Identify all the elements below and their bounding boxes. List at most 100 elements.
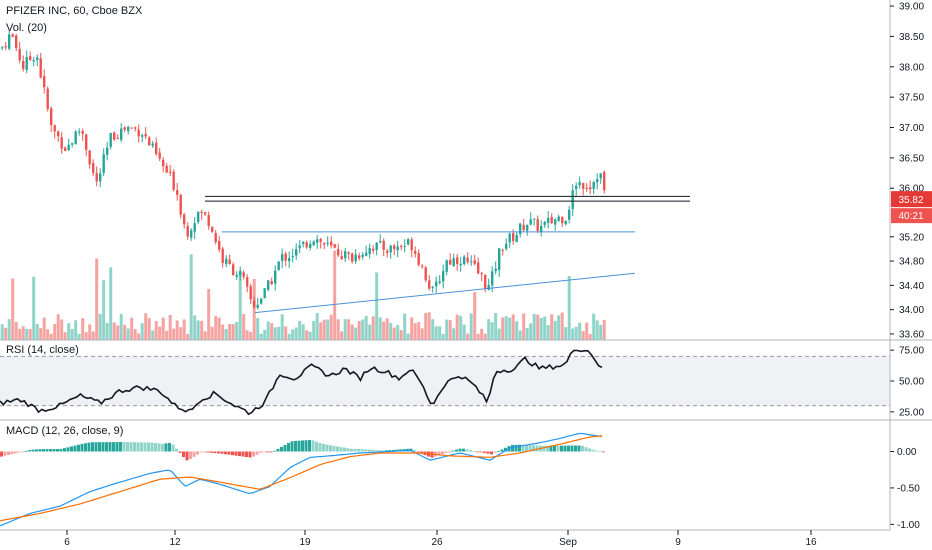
macd-histogram-bar <box>122 442 126 452</box>
macd-histogram-bar <box>168 442 171 452</box>
macd-histogram-bar <box>136 442 140 452</box>
volume-bar <box>28 329 32 340</box>
volume-bar <box>406 333 410 340</box>
volume-bar <box>452 328 456 340</box>
volume-bar <box>602 319 606 340</box>
macd-histogram-bar <box>297 440 301 452</box>
candle-body <box>442 271 445 282</box>
volume-bar <box>256 318 260 340</box>
macd-histogram-bar <box>199 451 203 453</box>
macd-histogram-bar <box>294 441 297 452</box>
volume-bar <box>357 320 361 340</box>
macd-histogram-bar <box>14 451 17 454</box>
candle-body <box>589 187 592 190</box>
volume-bar <box>350 324 354 340</box>
macd-histogram-bar <box>532 445 535 452</box>
macd-histogram-bar <box>542 445 546 452</box>
volume-bar <box>522 313 526 340</box>
candle-body <box>267 280 270 290</box>
volume-bar <box>557 315 561 340</box>
macd-histogram-bar <box>245 451 248 458</box>
volume-bar <box>319 322 323 340</box>
volume-bar <box>277 326 281 340</box>
volume-bar <box>515 321 519 340</box>
volume-bar <box>252 279 256 340</box>
macd-histogram-bar <box>234 451 238 456</box>
time-tick-label: 19 <box>299 537 311 548</box>
rsi-legend[interactable]: RSI (14, close) <box>6 344 79 356</box>
macd-histogram-bar <box>210 451 213 453</box>
volume-legend[interactable]: Vol. (20) <box>6 22 47 34</box>
macd-histogram-bar <box>259 451 262 453</box>
macd-histogram-bar <box>497 451 500 452</box>
candle-body <box>109 133 112 147</box>
macd-histogram-bar <box>101 442 105 452</box>
macd-histogram-bar <box>70 446 73 452</box>
volume-bar <box>91 331 95 340</box>
macd-histogram-bar <box>329 445 332 452</box>
candle-body <box>575 185 578 189</box>
volume-bar <box>326 319 330 340</box>
macd-panel: 0.00 -0.50 -1.00 <box>0 432 920 531</box>
macd-histogram-bar <box>441 451 444 455</box>
volume-bar <box>0 324 4 340</box>
candle-body <box>428 280 431 289</box>
candle-body <box>218 240 221 250</box>
volume-bar <box>417 322 421 340</box>
macd-histogram-bar <box>416 451 420 453</box>
macd-histogram-bar <box>413 450 416 452</box>
volume-bar <box>539 317 543 340</box>
volume-bar <box>312 321 316 340</box>
candle-body <box>284 253 287 261</box>
volume-bar <box>368 324 372 340</box>
macd-histogram-bar <box>595 450 598 452</box>
price-tick-label: 38.00 <box>899 62 924 73</box>
macd-histogram-bar <box>290 441 294 452</box>
candle-body <box>29 56 32 60</box>
candle-body <box>368 247 371 254</box>
volume-bar <box>333 250 337 340</box>
candle-body <box>11 34 14 37</box>
macd-histogram-bar <box>479 451 483 453</box>
candle-body <box>295 249 298 256</box>
candle-body <box>263 288 266 299</box>
volume-bar <box>25 328 29 340</box>
volume-bar <box>410 317 414 340</box>
candle-body <box>123 127 126 130</box>
volume-bar <box>196 320 200 340</box>
candle-body <box>386 250 389 253</box>
candle-body <box>365 252 368 256</box>
volume-bar <box>578 322 582 340</box>
macd-histogram-bar <box>269 451 273 453</box>
candle-body <box>246 277 249 287</box>
volume-bar <box>364 315 368 340</box>
volume-bar <box>116 325 120 340</box>
candle-body <box>36 57 39 61</box>
candle-body <box>554 219 557 225</box>
volume-bar <box>140 323 144 340</box>
volume-bar <box>102 280 106 340</box>
volume-bar <box>158 326 162 340</box>
symbol-legend[interactable]: PFIZER INC, 60, Cboe BZX <box>6 5 143 17</box>
macd-histogram-bar <box>164 443 168 452</box>
macd-histogram-bar <box>465 449 469 452</box>
macd-histogram-bar <box>504 447 507 452</box>
candle-body <box>130 127 133 129</box>
volume-bar <box>84 332 88 340</box>
candle-body <box>134 127 137 129</box>
volume-bar <box>354 327 358 340</box>
macd-histogram-bar <box>535 445 539 452</box>
candle-body <box>165 165 168 173</box>
volume-bar <box>95 258 99 340</box>
volume-bar <box>574 326 578 340</box>
volume-bar <box>259 333 263 340</box>
volume-bar <box>462 324 466 340</box>
macd-histogram-bar <box>553 445 556 452</box>
macd-histogram-bar <box>161 443 164 452</box>
macd-legend[interactable]: MACD (12, 26, close, 9) <box>6 425 124 437</box>
candle-body <box>186 225 189 237</box>
candle-body <box>522 224 525 230</box>
macd-histogram-bar <box>98 442 101 452</box>
candle-body <box>162 159 165 167</box>
macd-histogram-bar <box>35 449 38 452</box>
